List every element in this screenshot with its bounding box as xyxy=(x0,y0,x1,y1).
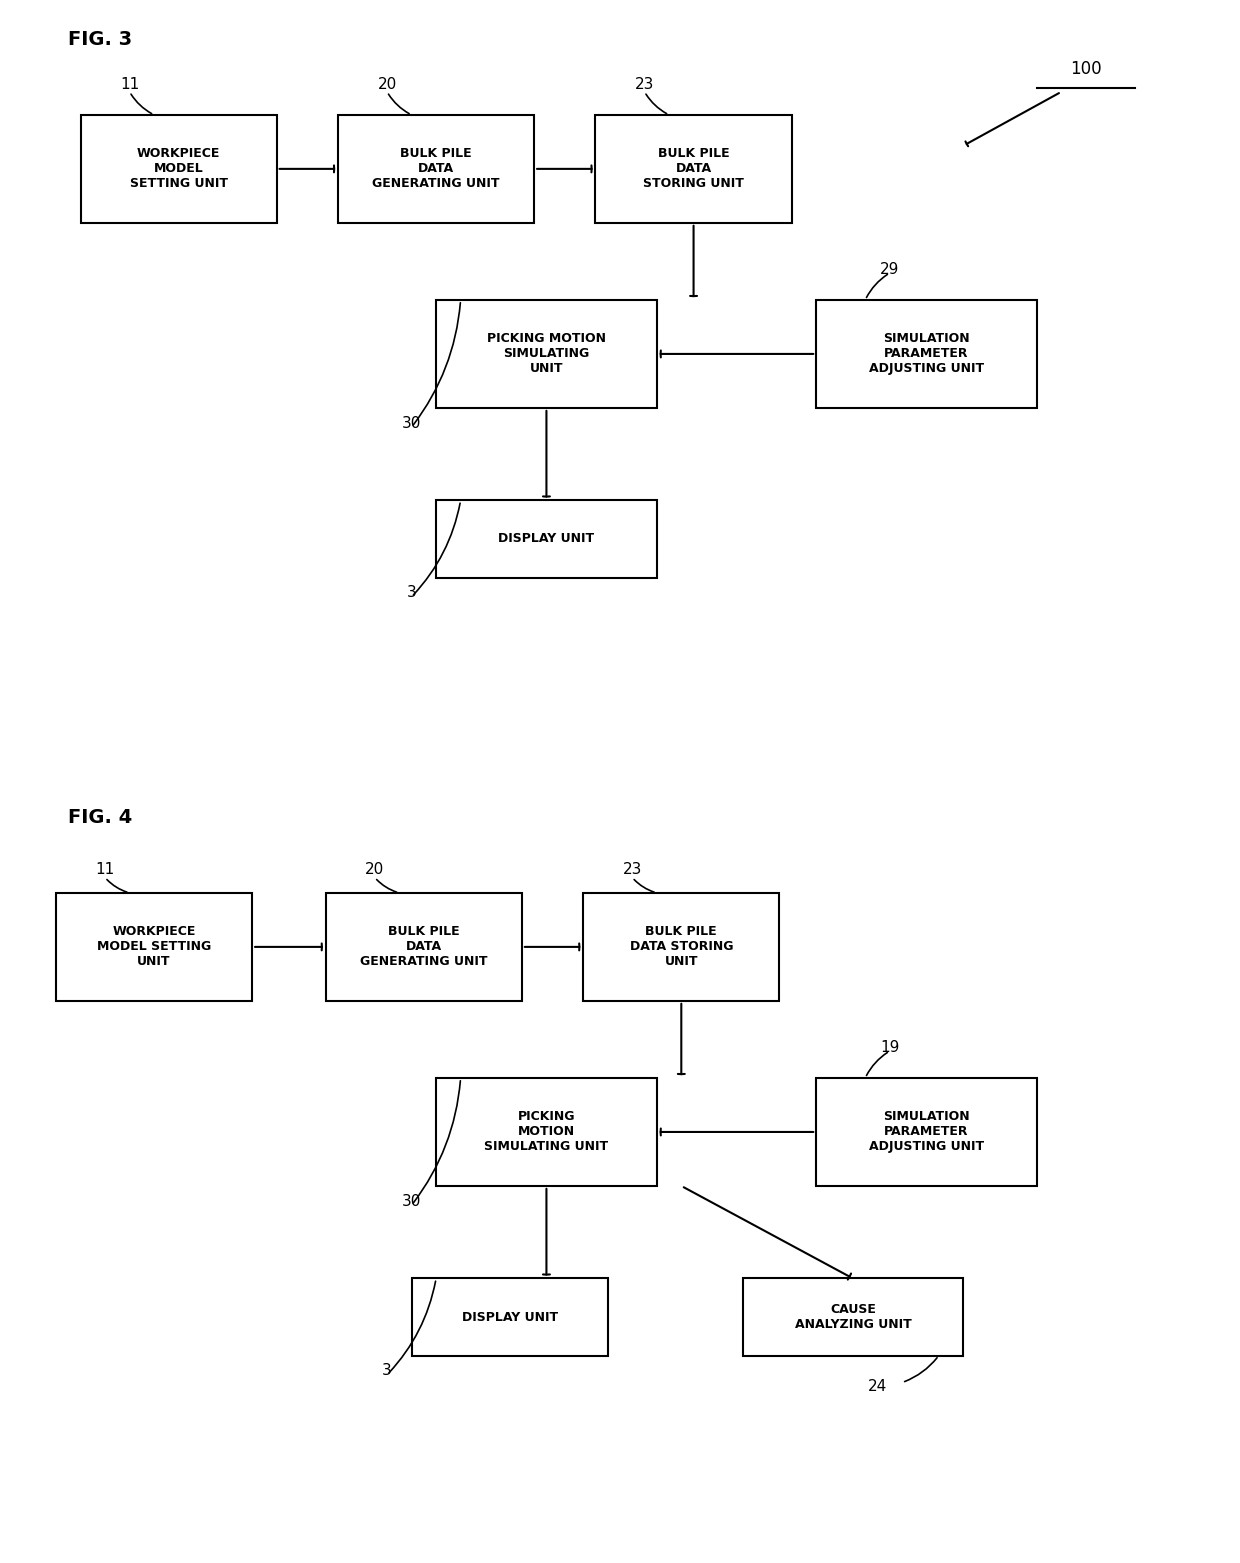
Text: CAUSE
ANALYZING UNIT: CAUSE ANALYZING UNIT xyxy=(795,1304,911,1332)
FancyBboxPatch shape xyxy=(595,116,791,224)
FancyBboxPatch shape xyxy=(816,1078,1037,1186)
FancyBboxPatch shape xyxy=(56,892,252,1000)
FancyBboxPatch shape xyxy=(339,116,534,224)
FancyBboxPatch shape xyxy=(816,300,1037,408)
Text: 30: 30 xyxy=(402,1194,422,1208)
Text: 19: 19 xyxy=(880,1039,899,1055)
Text: BULK PILE
DATA
GENERATING UNIT: BULK PILE DATA GENERATING UNIT xyxy=(360,925,487,969)
Text: BULK PILE
DATA
GENERATING UNIT: BULK PILE DATA GENERATING UNIT xyxy=(372,147,500,191)
FancyBboxPatch shape xyxy=(436,1078,657,1186)
FancyBboxPatch shape xyxy=(436,500,657,578)
Text: BULK PILE
DATA
STORING UNIT: BULK PILE DATA STORING UNIT xyxy=(644,147,744,191)
FancyBboxPatch shape xyxy=(743,1279,963,1355)
Text: BULK PILE
DATA STORING
UNIT: BULK PILE DATA STORING UNIT xyxy=(630,925,733,969)
FancyBboxPatch shape xyxy=(583,892,780,1000)
Text: 30: 30 xyxy=(402,416,422,431)
Text: 23: 23 xyxy=(622,863,642,877)
FancyBboxPatch shape xyxy=(436,300,657,408)
FancyBboxPatch shape xyxy=(326,892,522,1000)
Text: 29: 29 xyxy=(880,261,899,277)
Text: 23: 23 xyxy=(635,77,655,92)
Text: 11: 11 xyxy=(95,863,114,877)
Text: WORKPIECE
MODEL
SETTING UNIT: WORKPIECE MODEL SETTING UNIT xyxy=(130,147,228,191)
Text: 20: 20 xyxy=(365,863,384,877)
Text: WORKPIECE
MODEL SETTING
UNIT: WORKPIECE MODEL SETTING UNIT xyxy=(97,925,211,969)
Text: DISPLAY UNIT: DISPLAY UNIT xyxy=(461,1310,558,1324)
Text: 20: 20 xyxy=(377,77,397,92)
Text: FIG. 4: FIG. 4 xyxy=(68,808,133,827)
Text: SIMULATION
PARAMETER
ADJUSTING UNIT: SIMULATION PARAMETER ADJUSTING UNIT xyxy=(869,333,985,375)
FancyBboxPatch shape xyxy=(81,116,277,224)
Text: 3: 3 xyxy=(407,586,417,600)
Text: DISPLAY UNIT: DISPLAY UNIT xyxy=(498,533,594,545)
Text: FIG. 3: FIG. 3 xyxy=(68,30,133,48)
Text: PICKING MOTION
SIMULATING
UNIT: PICKING MOTION SIMULATING UNIT xyxy=(487,333,606,375)
Text: 24: 24 xyxy=(868,1379,887,1394)
Text: PICKING
MOTION
SIMULATING UNIT: PICKING MOTION SIMULATING UNIT xyxy=(485,1110,609,1153)
Text: 3: 3 xyxy=(382,1363,392,1379)
Text: 11: 11 xyxy=(120,77,139,92)
Text: 100: 100 xyxy=(1070,59,1101,78)
Text: SIMULATION
PARAMETER
ADJUSTING UNIT: SIMULATION PARAMETER ADJUSTING UNIT xyxy=(869,1110,985,1153)
FancyBboxPatch shape xyxy=(412,1279,608,1355)
